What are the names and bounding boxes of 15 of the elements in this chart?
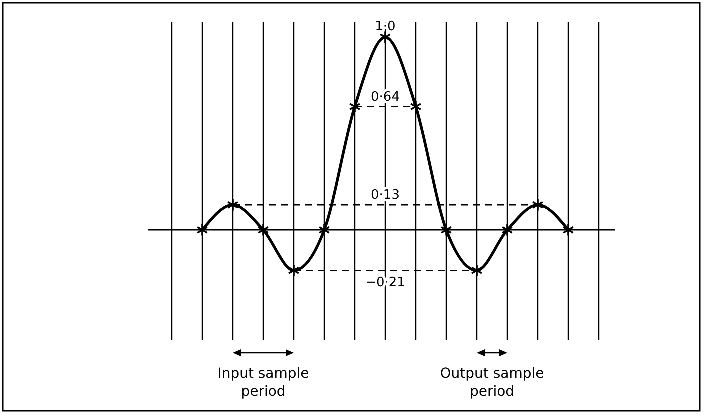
text: Input sample period: [218, 366, 310, 400]
point: [258, 224, 270, 237]
point: [227, 198, 239, 212]
point: [318, 224, 330, 237]
point: [471, 264, 483, 278]
point: [562, 224, 574, 237]
point: [532, 198, 544, 212]
point: [288, 264, 300, 278]
text: Output sample period: [440, 366, 544, 400]
point: [410, 100, 422, 114]
point: [440, 224, 452, 237]
point: [502, 224, 514, 237]
point: [349, 100, 361, 114]
point: [196, 224, 208, 237]
point: [380, 30, 392, 44]
